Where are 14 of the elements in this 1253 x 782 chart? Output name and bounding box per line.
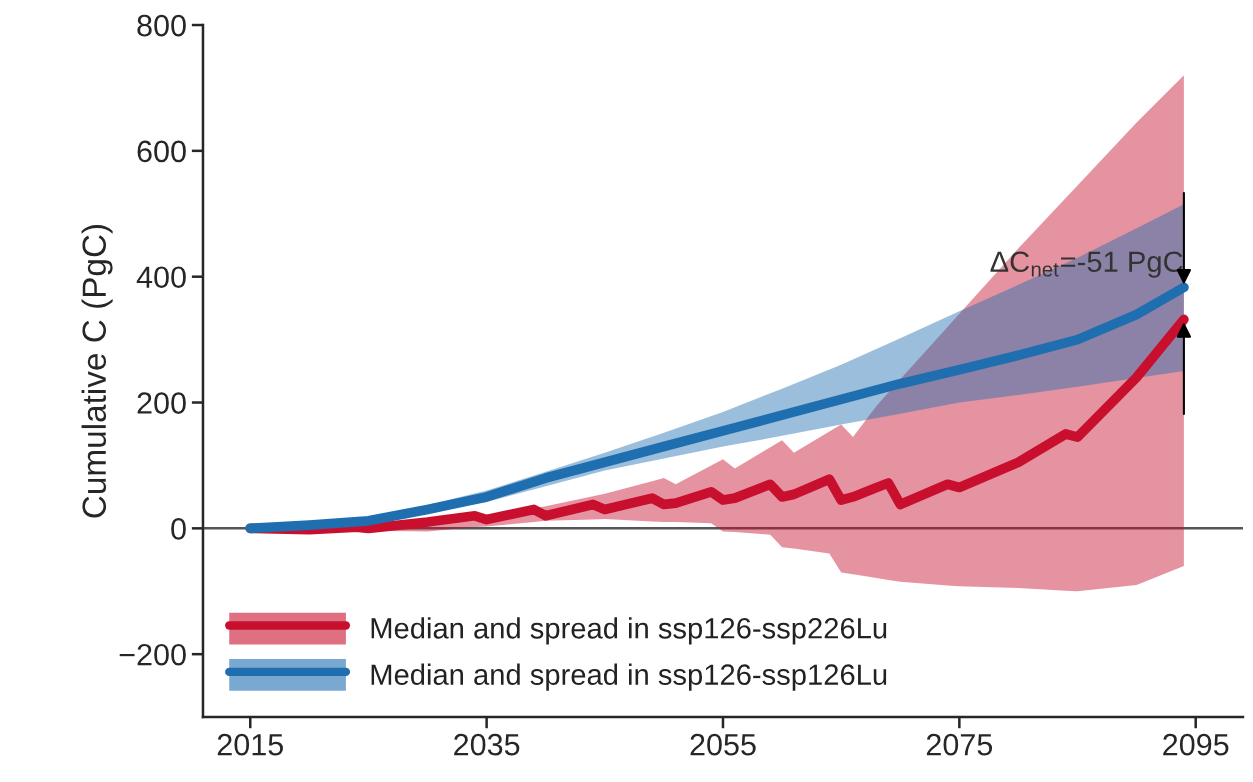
y-axis-title: Cumulative C (PgC) xyxy=(81,224,113,518)
y-tick-label: 200 xyxy=(137,392,186,414)
y-tick-label: 0 xyxy=(171,518,186,540)
y-tick-label: −200 xyxy=(119,643,186,666)
x-tick-label: 2075 xyxy=(926,733,993,756)
x-tick-label: 2035 xyxy=(454,733,520,756)
y-tick-label: 600 xyxy=(137,140,186,163)
x-tick-label: 2015 xyxy=(217,733,283,756)
x-tick-label: 2055 xyxy=(690,733,756,756)
legend-label: Median and spread in ssp126-ssp226Lu xyxy=(371,617,887,645)
y-tick-label: 800 xyxy=(137,14,186,37)
y-tick-label: 400 xyxy=(136,266,186,289)
legend-label: Median and spread in ssp126-ssp126Lu xyxy=(371,663,887,691)
x-tick-label: 2095 xyxy=(1163,733,1229,756)
